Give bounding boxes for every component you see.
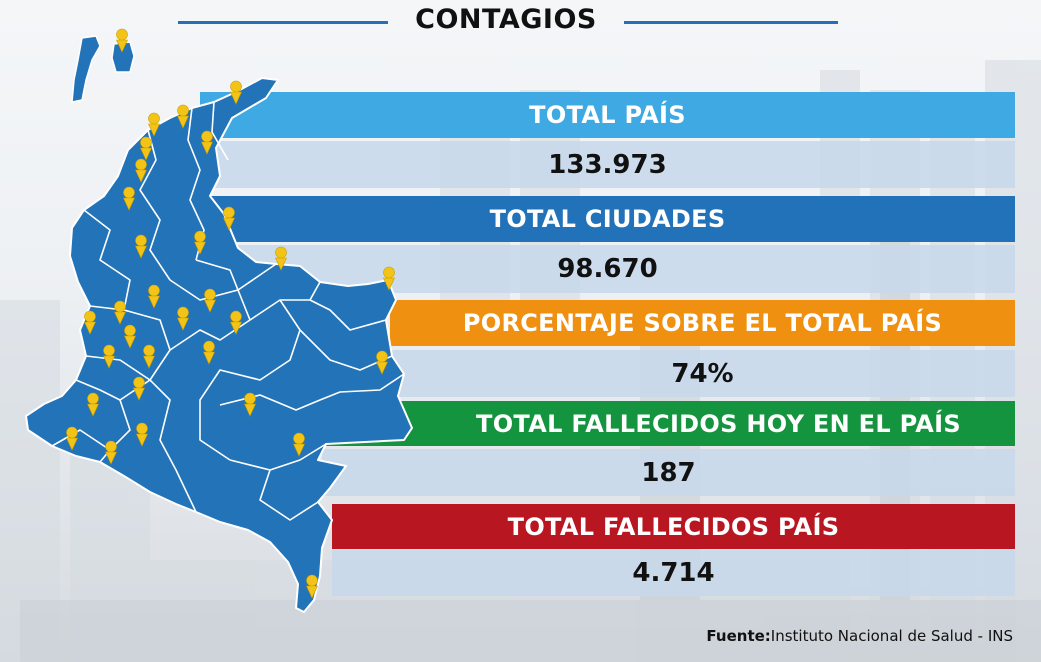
- pin-icon: [203, 340, 215, 365]
- pin-icon: [116, 28, 128, 53]
- department-borders: [51, 101, 405, 521]
- title-rule-right: [624, 21, 838, 24]
- fallecidos-pais-label: TOTAL FALLECIDOS PAÍS: [332, 504, 1015, 549]
- fallecidos-hoy-value: 187: [322, 449, 1015, 496]
- pin-icon: [136, 422, 148, 447]
- pin-icon: [124, 324, 136, 349]
- total-pais-value: 133.973: [200, 141, 1015, 188]
- porcentaje-value: 74%: [390, 350, 1015, 397]
- pin-icon: [230, 80, 242, 105]
- pin-icon: [133, 376, 145, 401]
- pin-icon: [105, 440, 117, 465]
- pin-icon: [177, 104, 189, 129]
- pin-icon: [376, 350, 388, 375]
- island-providencia: [111, 41, 135, 73]
- pin-icon: [135, 158, 147, 183]
- city-pins: [66, 28, 395, 599]
- pin-icon: [177, 306, 189, 331]
- pin-icon: [293, 432, 305, 457]
- pin-icon: [148, 112, 160, 137]
- source-prefix: Fuente:: [706, 627, 771, 645]
- pin-icon: [244, 392, 256, 417]
- pin-icon: [140, 136, 152, 161]
- pin-icon: [114, 300, 126, 325]
- pin-icon: [123, 186, 135, 211]
- source-text: Instituto Nacional de Salud - INS: [770, 627, 1013, 645]
- page-title: CONTAGIOS: [415, 4, 597, 35]
- total-pais-label: TOTAL PAÍS: [200, 92, 1015, 138]
- pin-icon: [84, 310, 96, 335]
- fallecidos-pais-value: 4.714: [332, 550, 1015, 596]
- title-rule-left: [178, 21, 388, 24]
- pin-icon: [135, 234, 147, 259]
- pin-icon: [204, 288, 216, 313]
- pin-icon: [143, 344, 155, 369]
- pin-icon: [230, 310, 242, 335]
- pin-icon: [194, 230, 206, 255]
- pin-icon: [383, 266, 395, 291]
- pin-icon: [223, 206, 235, 231]
- fallecidos-hoy-label: TOTAL FALLECIDOS HOY EN EL PAÍS: [322, 401, 1015, 446]
- mainland: [25, 77, 413, 613]
- pin-icon: [275, 246, 287, 271]
- pin-icon: [103, 344, 115, 369]
- pin-icon: [66, 426, 78, 451]
- header: CONTAGIOS: [0, 4, 1041, 40]
- source-note: Fuente:Instituto Nacional de Salud - INS: [706, 627, 1013, 645]
- pin-icon: [201, 130, 213, 155]
- pin-icon: [306, 574, 318, 599]
- island-san-andres: [71, 35, 101, 103]
- pin-icon: [148, 284, 160, 309]
- total-ciudades-label: TOTAL CIUDADES: [200, 196, 1015, 242]
- porcentaje-label: PORCENTAJE SOBRE EL TOTAL PAÍS: [390, 300, 1015, 346]
- pin-icon: [87, 392, 99, 417]
